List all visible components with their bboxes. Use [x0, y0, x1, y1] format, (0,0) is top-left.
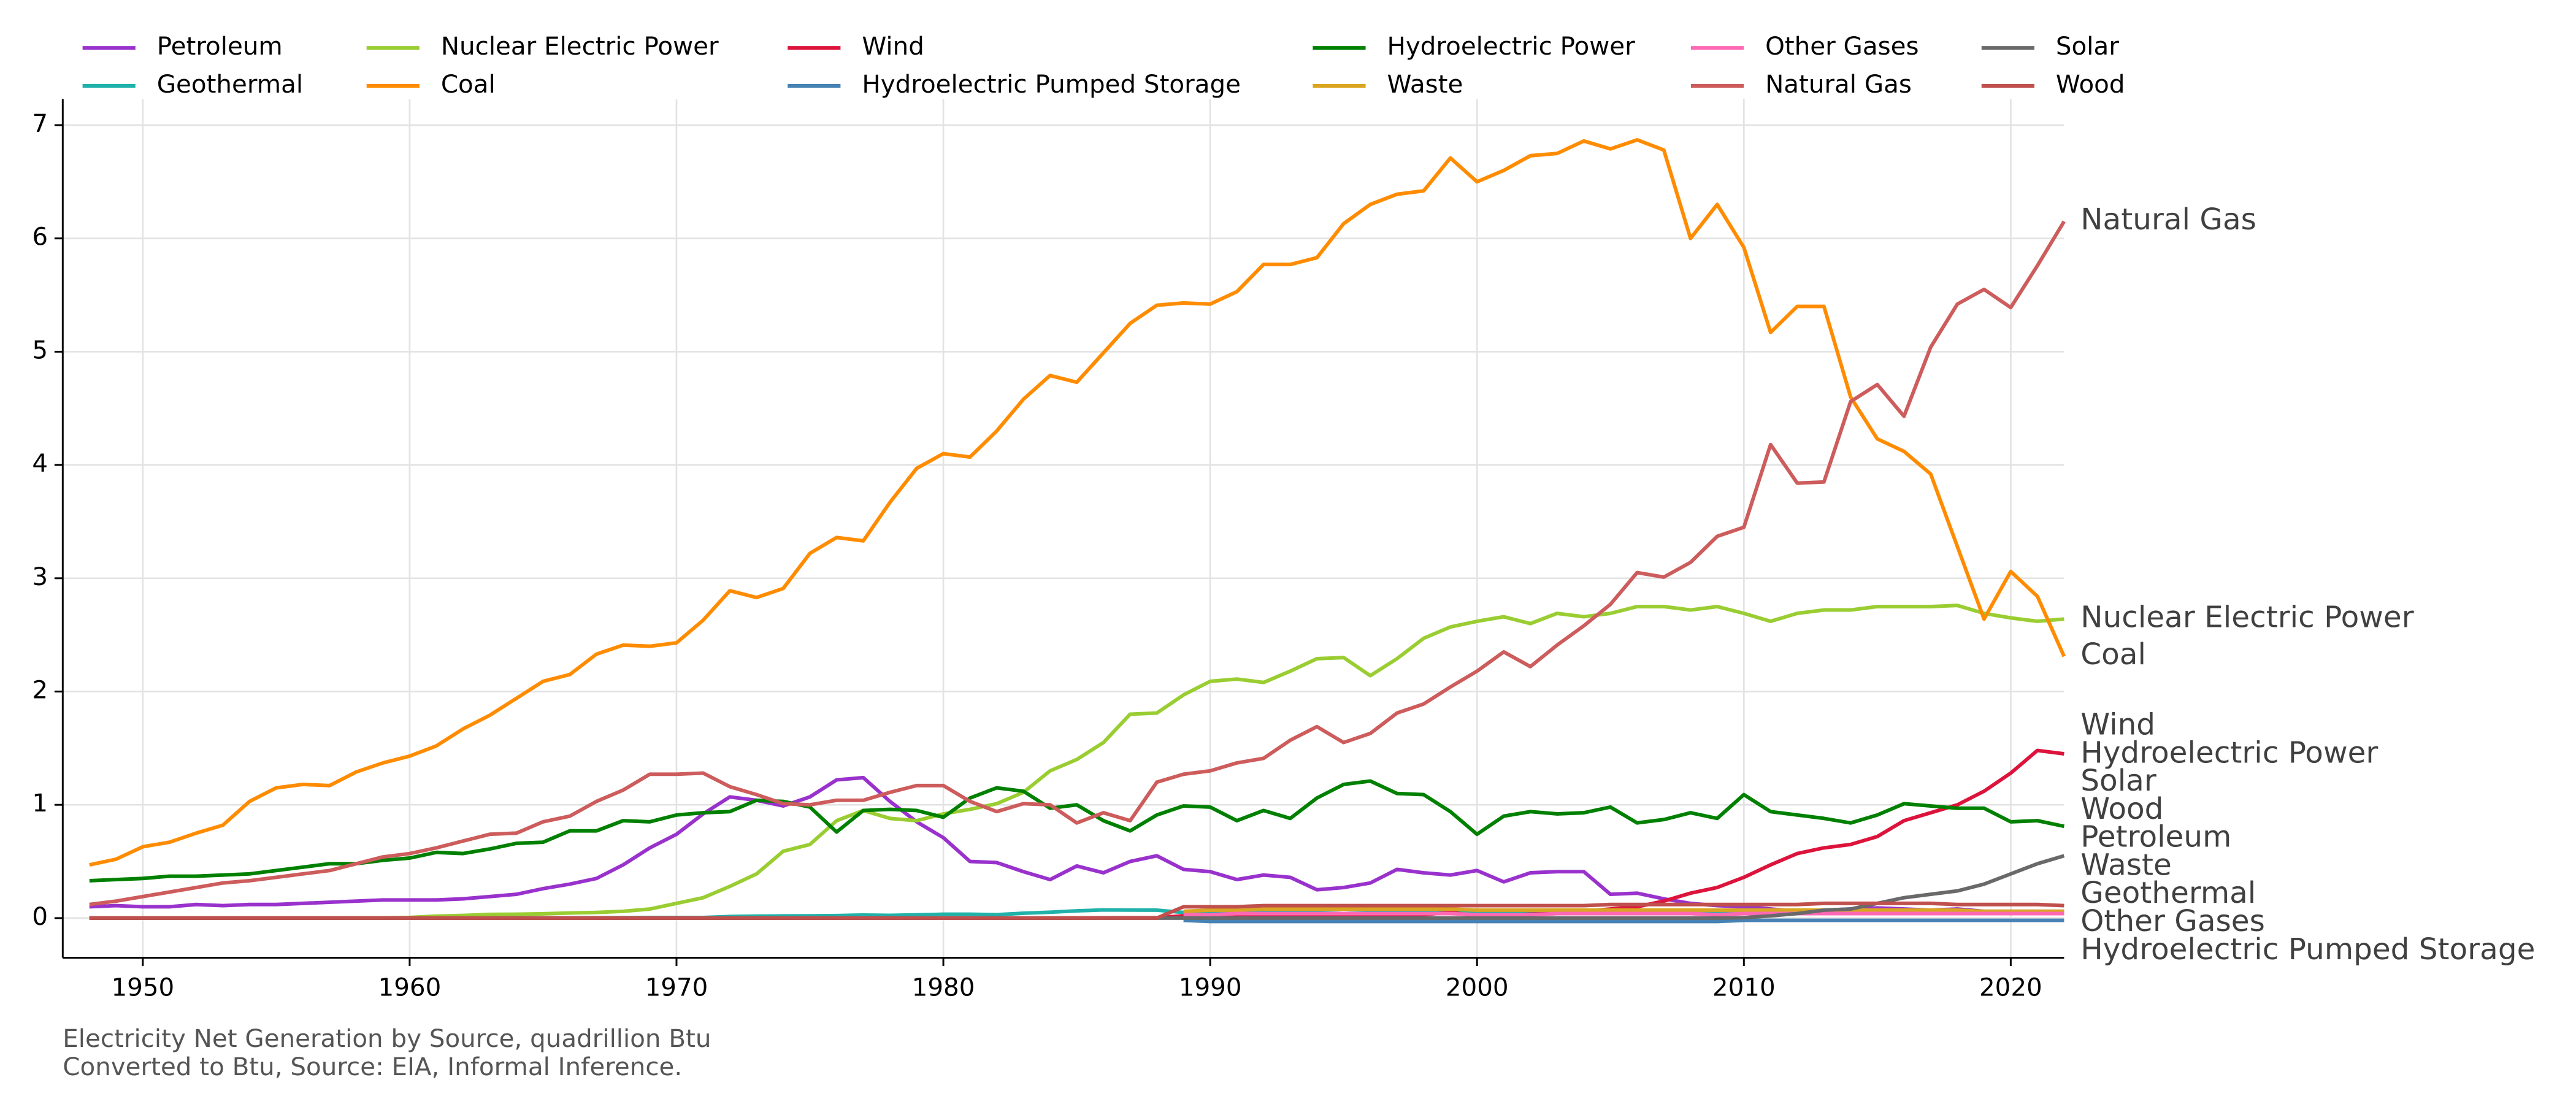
series-end-label: Coal	[2080, 637, 2146, 672]
caption: Converted to Btu, Source: EIA, Informal …	[63, 1052, 682, 1081]
series-line	[1183, 907, 2064, 913]
x-tick-label: 1990	[1179, 973, 1242, 1002]
x-tick-label: 2010	[1712, 973, 1776, 1002]
grid	[63, 99, 2064, 958]
legend-label: Other Gases	[1765, 32, 1919, 61]
legend-label: Wood	[2056, 70, 2125, 99]
series-line	[89, 779, 2064, 883]
series-line	[89, 220, 2066, 907]
series-end-label: Hydroelectric Pumped Storage	[2080, 932, 2535, 967]
series-end-label: Natural Gas	[2080, 202, 2256, 237]
series-line	[1183, 911, 2064, 917]
series-end-label: Solar	[2080, 764, 2156, 798]
caption: Electricity Net Generation by Source, qu…	[63, 1024, 711, 1053]
series-line	[89, 138, 2066, 867]
legend-label: Geothermal	[157, 70, 303, 99]
legend-label: Waste	[1387, 70, 1463, 99]
y-tick-label: 3	[32, 562, 48, 591]
legend-label: Natural Gas	[1765, 70, 1912, 99]
x-tick-label: 1980	[912, 973, 975, 1002]
legend-label: Coal	[441, 70, 496, 99]
series-line	[89, 748, 2064, 920]
lines	[89, 138, 2066, 924]
legend-label: Petroleum	[157, 32, 283, 61]
y-tick-label: 5	[32, 335, 48, 364]
series-line	[1183, 918, 2064, 924]
legend-label: Solar	[2056, 32, 2119, 61]
series-line	[89, 775, 2064, 913]
series-end-label: Wind	[2080, 708, 2155, 742]
y-tick-label: 7	[32, 109, 48, 138]
legend-label: Hydroelectric Power	[1387, 32, 1636, 61]
x-tick-label: 1970	[645, 973, 708, 1002]
series-end-label: Petroleum	[2080, 820, 2231, 854]
x-tick-label: 2000	[1446, 973, 1509, 1002]
y-tick-label: 4	[32, 449, 48, 478]
series-end-label: Geothermal	[2080, 876, 2256, 910]
series-end-label: Waste	[2080, 848, 2172, 882]
series-line	[89, 901, 2064, 920]
legend-label: Hydroelectric Pumped Storage	[862, 70, 1241, 99]
x-tick-label: 1950	[111, 973, 174, 1002]
legend-label: Wind	[862, 32, 924, 61]
x-tick-label: 1960	[378, 973, 442, 1002]
series-end-label: Nuclear Electric Power	[2080, 600, 2413, 634]
series-end-label: Other Gases	[2080, 904, 2265, 938]
y-tick-label: 6	[32, 223, 48, 251]
x-tick-label: 2020	[1979, 973, 2042, 1002]
series-end-label: Hydroelectric Power	[2080, 735, 2378, 770]
series-end-label: Wood	[2080, 792, 2163, 826]
legend-label: Nuclear Electric Power	[441, 32, 719, 61]
y-tick-label: 0	[32, 902, 48, 931]
y-tick-label: 2	[32, 676, 48, 705]
y-tick-label: 1	[32, 789, 48, 818]
